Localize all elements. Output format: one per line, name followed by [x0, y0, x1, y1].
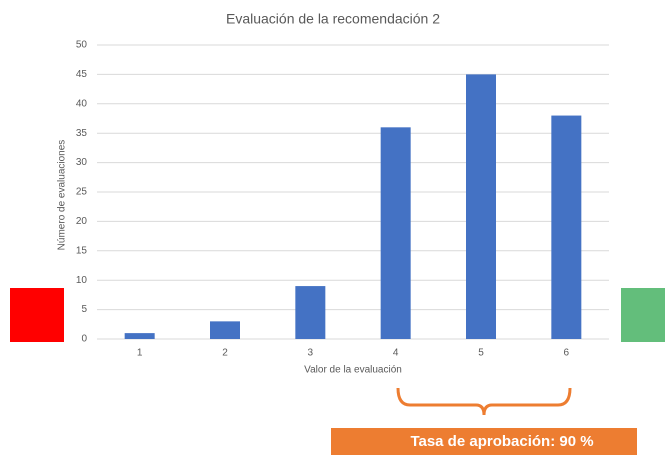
y-tick-label: 30	[76, 157, 88, 168]
y-axis-label: Número de evaluaciones	[57, 140, 68, 251]
bar	[295, 286, 326, 339]
y-tick-label: 25	[76, 187, 88, 198]
x-tick-label: 1	[137, 348, 143, 359]
bar	[210, 321, 240, 339]
x-tick-label: 6	[564, 348, 570, 359]
bracket	[396, 387, 572, 416]
y-tick-label: 50	[76, 40, 88, 51]
chart-title: Evaluación de la recomendación 2	[226, 11, 440, 27]
y-tick-label: 45	[76, 69, 88, 80]
annotation: Tasa de aprobación: 90 %	[410, 433, 593, 450]
bar	[466, 74, 496, 340]
x-tick-label: 4	[393, 348, 399, 359]
y-tick-label: 15	[76, 245, 88, 256]
y-tick-label: 10	[76, 275, 88, 286]
red-square	[10, 288, 64, 342]
bar	[380, 127, 411, 339]
bar	[551, 115, 582, 339]
y-tick-label: 35	[76, 128, 88, 139]
bar	[124, 333, 155, 339]
y-tick-label: 5	[81, 304, 87, 315]
x-tick-label: 2	[222, 348, 228, 359]
annotation-box	[331, 428, 637, 455]
x-axis-label: Valor de la evaluación	[304, 365, 402, 376]
x-tick-label: 5	[478, 348, 484, 359]
green-square	[621, 288, 665, 342]
y-tick-label: 40	[76, 98, 88, 109]
y-tick-label: 0	[81, 334, 87, 345]
y-tick-label: 20	[76, 216, 88, 227]
x-tick-label: 3	[308, 348, 314, 359]
